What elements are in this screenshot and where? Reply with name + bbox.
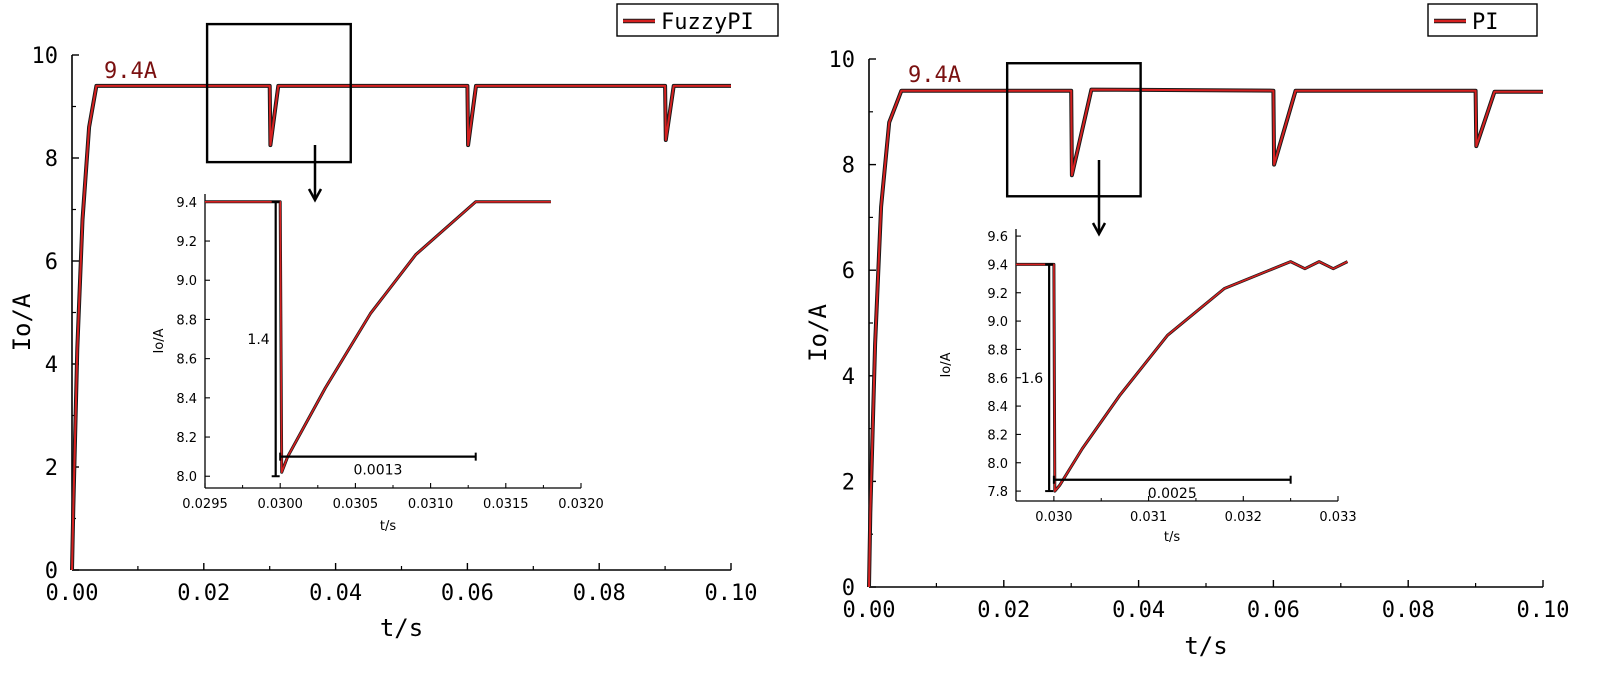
inset-x-tick-label: 0.0315 [483, 497, 529, 512]
x-tick-label: 0.00 [46, 581, 99, 606]
x-axis-title: t/s [380, 614, 423, 642]
x-tick-label: 0.10 [1517, 598, 1570, 623]
x-tick-label: 0.08 [1382, 598, 1435, 623]
inset-y-axis-title: Io/A [939, 352, 954, 377]
y-tick-label: 4 [45, 353, 58, 378]
series-line [71, 84, 731, 571]
drop-label: 1.6 [1021, 371, 1043, 387]
inset-y-tick-label: 8.8 [987, 343, 1008, 358]
inset-x-axis-title: t/s [380, 519, 396, 534]
y-tick-label: 4 [842, 365, 855, 390]
y-tick-label: 2 [842, 470, 855, 495]
inset-y-tick-label: 8.4 [987, 400, 1008, 415]
x-tick-label: 0.10 [705, 581, 758, 606]
inset-series-line-shadow [1016, 260, 1349, 493]
legend-label: PI [1472, 10, 1499, 35]
inset-y-tick-label: 9.4 [176, 196, 197, 211]
zoom-box [1005, 62, 1142, 198]
x-tick-label: 0.00 [843, 598, 896, 623]
inset-y-tick-label: 9.4 [987, 258, 1008, 273]
chart-left: 0 2 4 6 8 10 0.00 0.02 0.04 0.06 0.08 0.10 Io/A t/s 9.… [8, 3, 779, 642]
y-tick-label: 6 [842, 259, 855, 284]
series-line-shadow [70, 83, 731, 571]
x-tick-label: 0.04 [309, 581, 362, 606]
inset-x-tick-label: 0.0300 [257, 497, 303, 512]
inset-y-tick-label: 8.0 [987, 457, 1008, 472]
inset-x-tick-label: 0.030 [1035, 510, 1072, 525]
legend: FuzzyPI [616, 3, 779, 37]
inset-x-axis-title: t/s [1164, 530, 1180, 545]
time-label: 0.0013 [353, 463, 402, 479]
level-label: 9.4A [104, 59, 157, 84]
y-tick-label: 0 [45, 559, 58, 584]
x-axis-title: t/s [1184, 632, 1227, 660]
level-label: 9.4A [908, 63, 961, 88]
inset-chart: 8.0 8.2 8.4 8.6 8.8 9.0 9.2 9.4 0.0295 0.0300 0.03… [152, 194, 604, 534]
x-tick-label: 0.06 [1247, 598, 1300, 623]
inset-y-tick-label: 9.2 [987, 287, 1008, 302]
y-axis-title: Io/A [8, 293, 36, 351]
legend-label: FuzzyPI [661, 10, 754, 35]
legend: PI [1427, 3, 1538, 37]
inset-x-tick-label: 0.0295 [182, 497, 228, 512]
x-tick-label: 0.08 [573, 581, 626, 606]
inset-y-tick-label: 7.8 [987, 485, 1008, 500]
time-label: 0.0025 [1148, 486, 1197, 502]
inset-y-tick-label: 8.0 [176, 470, 197, 485]
y-axis-title: Io/A [804, 304, 832, 362]
y-tick-label: 2 [45, 456, 58, 481]
inset-y-tick-label: 8.2 [176, 431, 197, 446]
inset-y-axis-title: Io/A [152, 328, 167, 353]
y-tick-label: 8 [842, 154, 855, 179]
inset-series-line [1016, 260, 1348, 492]
inset-y-tick-label: 9.0 [176, 274, 197, 289]
drop-label: 1.4 [247, 332, 269, 348]
x-tick-label: 0.02 [977, 598, 1030, 623]
series-line-shadow [867, 87, 1543, 588]
y-tick-label: 6 [45, 250, 58, 275]
x-tick-label: 0.02 [177, 581, 230, 606]
x-tick-label: 0.06 [441, 581, 494, 606]
x-tick-label: 0.04 [1112, 598, 1165, 623]
inset-y-tick-label: 9.2 [176, 235, 197, 250]
inset-y-tick-label: 8.2 [987, 428, 1008, 443]
inset-y-tick-label: 8.6 [176, 353, 197, 368]
y-tick-label: 0 [842, 576, 855, 601]
chart-right: 0 2 4 6 8 10 0.00 0.02 0.04 0.06 0.08 0.10 Io/A t/s 9.… [804, 3, 1570, 660]
inset-x-tick-label: 0.0310 [408, 497, 454, 512]
y-tick-label: 10 [32, 44, 59, 69]
zoom-box [205, 22, 352, 164]
inset-x-tick-label: 0.0305 [333, 497, 379, 512]
zoom-arrow-head [1091, 222, 1107, 237]
inset-y-tick-label: 9.6 [987, 230, 1008, 245]
inset-chart: 7.8 8.0 8.2 8.4 8.6 8.8 9.0 9.2 9.4 9.6 0.030 0.031… [939, 229, 1357, 545]
inset-x-tick-label: 0.031 [1130, 510, 1167, 525]
inset-x-tick-label: 0.033 [1319, 510, 1356, 525]
y-tick-label: 10 [829, 48, 856, 73]
inset-y-tick-label: 8.4 [176, 392, 197, 407]
inset-y-tick-label: 8.6 [987, 372, 1008, 387]
inset-x-tick-label: 0.032 [1225, 510, 1262, 525]
zoom-arrow-head [307, 188, 323, 203]
inset-y-tick-label: 8.8 [176, 313, 197, 328]
inset-series-line [205, 201, 551, 474]
inset-x-tick-label: 0.0320 [558, 497, 604, 512]
y-tick-label: 8 [45, 147, 58, 172]
inset-y-tick-label: 9.0 [987, 315, 1008, 330]
series-line [868, 88, 1543, 588]
